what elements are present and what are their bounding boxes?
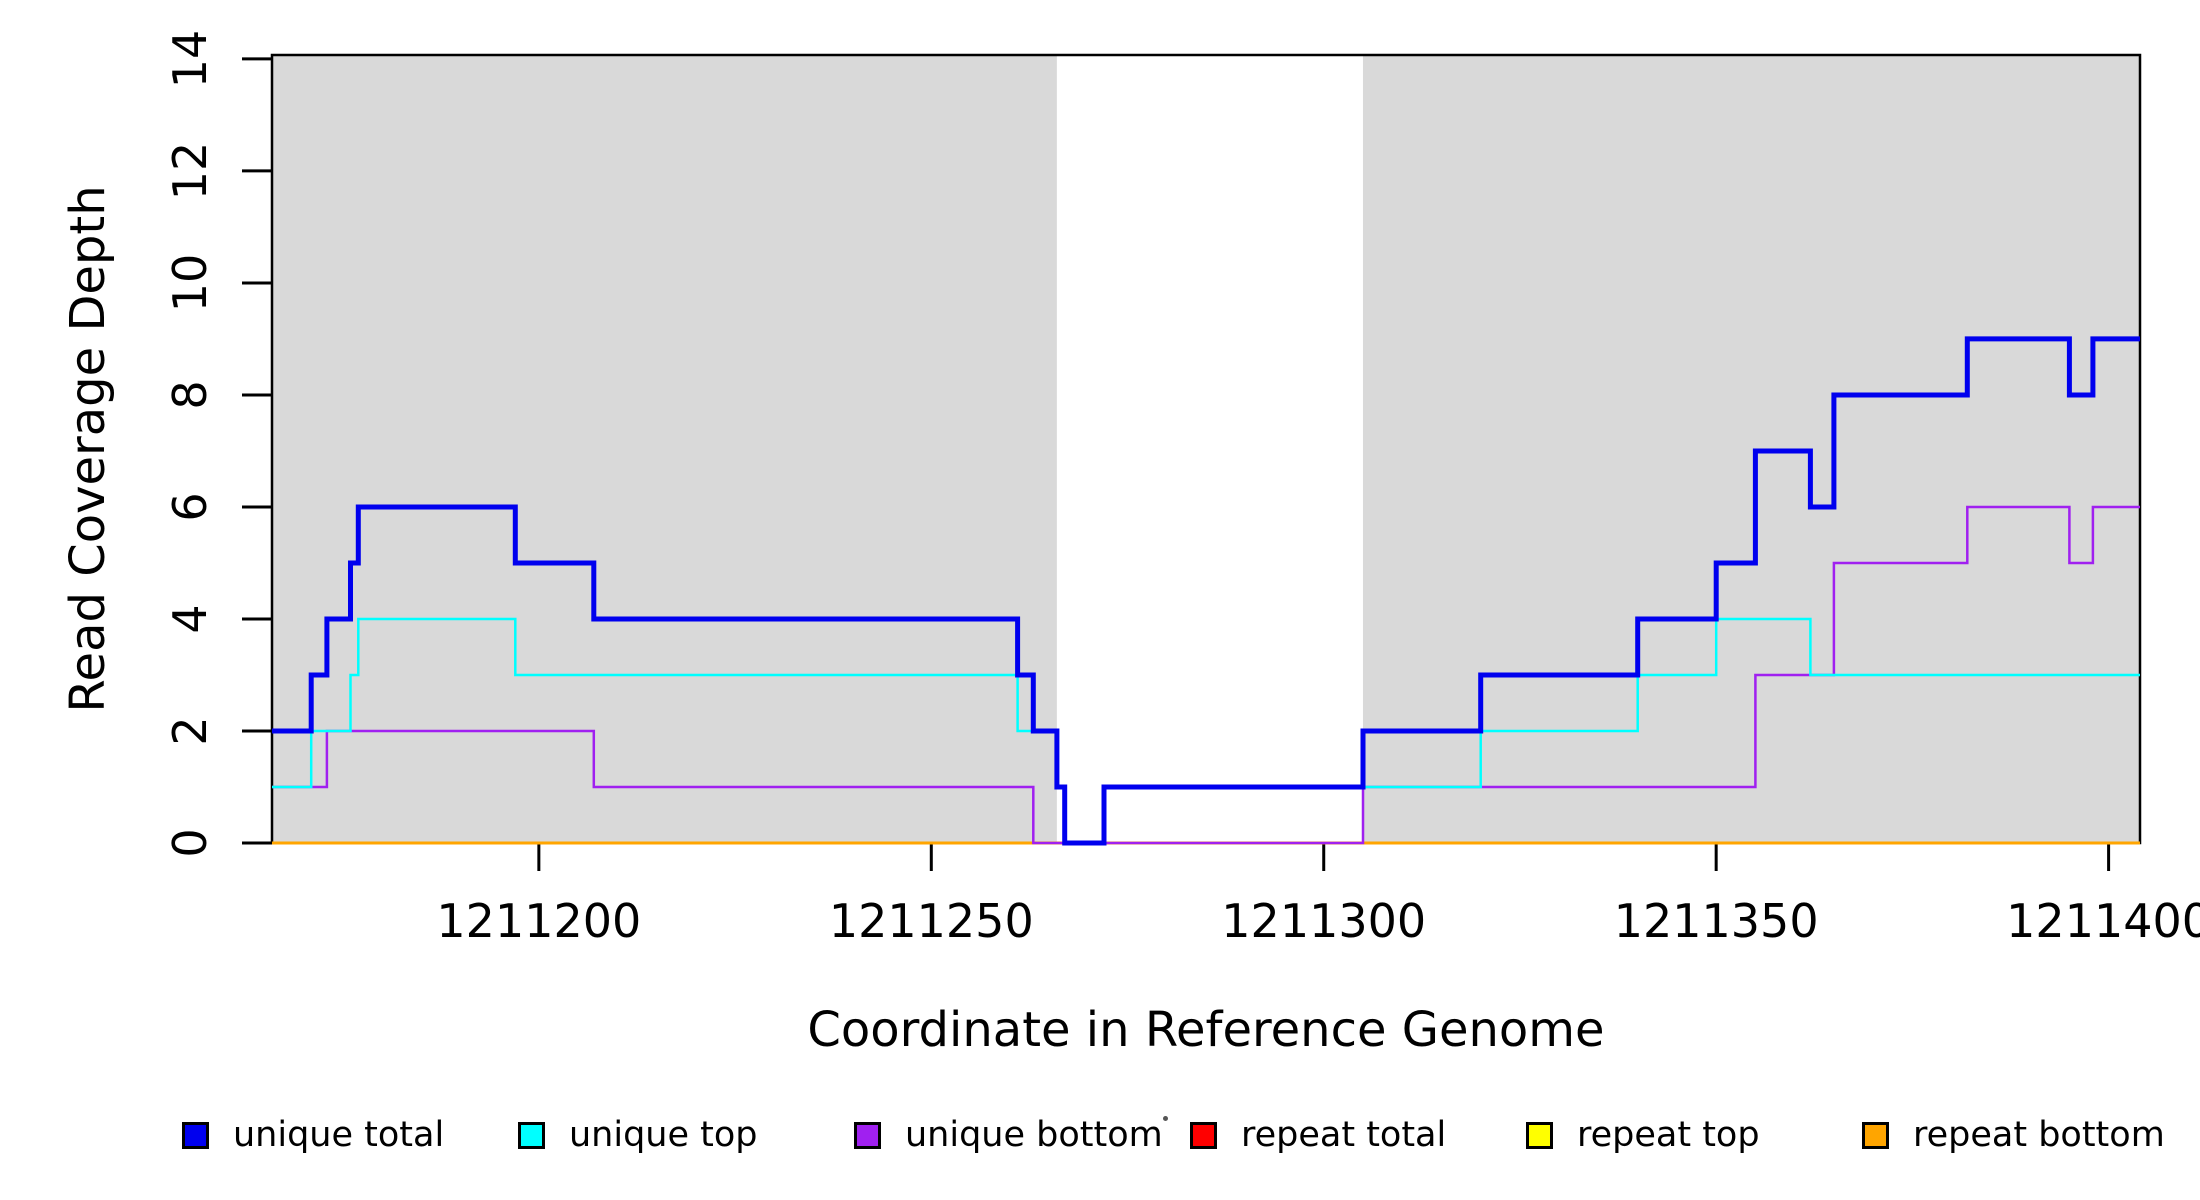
legend-label: unique bottom [905,1115,1163,1155]
x-tick-label: 1211400 [2006,894,2200,948]
legend-item-repeat-top: repeat top [1526,1115,1760,1155]
y-tick-label: 2 [163,716,217,746]
legend-item-repeat-bottom: repeat bottom [1862,1115,2165,1155]
legend-label: repeat top [1577,1115,1760,1155]
shaded-regions [272,55,2140,843]
y-tick-label: 10 [163,253,217,313]
legend-swatch-icon [1190,1121,1217,1149]
legend-item-unique-bottom: unique bottom [854,1115,1163,1155]
x-tick-label: 1211300 [1221,894,1427,948]
legend-swatch-icon [854,1121,881,1149]
y-tick-label: 4 [163,604,217,634]
x-tick-label: 1211250 [828,894,1034,948]
y-tick-label: 0 [163,828,217,858]
y-axis-title: Read Coverage Depth [60,185,116,713]
legend-item-repeat-total: repeat total [1190,1115,1447,1155]
x-axis-title: Coordinate in Reference Genome [807,1002,1605,1058]
x-tick-label: 1211350 [1613,894,1819,948]
axis-ticks [242,57,2111,871]
series-line-unique-bottom [272,505,2140,845]
legend-label: unique total [233,1115,445,1155]
y-tick-label: 8 [163,380,217,410]
legend-label: repeat bottom [1913,1115,2165,1155]
series-lines [272,336,2140,846]
stray-dot-mark [1163,1116,1168,1121]
legend-label: repeat total [1241,1115,1447,1155]
y-tick-label: 12 [163,141,217,201]
shaded-region [272,55,1057,843]
legend-item-unique-total: unique total [182,1115,445,1155]
x-tick-label: 1211200 [436,894,642,948]
y-tick-label: 6 [163,492,217,522]
shaded-region [1362,55,2140,843]
legend-item-unique-top: unique top [518,1115,758,1155]
legend-label: unique top [569,1115,758,1155]
legend-swatch-icon [1862,1121,1889,1149]
legend-swatch-icon [182,1121,209,1149]
legend-swatch-icon [518,1121,545,1149]
series-line-unique-total [272,336,2140,846]
y-tick-label: 14 [163,29,217,89]
legend-swatch-icon [1526,1121,1553,1149]
